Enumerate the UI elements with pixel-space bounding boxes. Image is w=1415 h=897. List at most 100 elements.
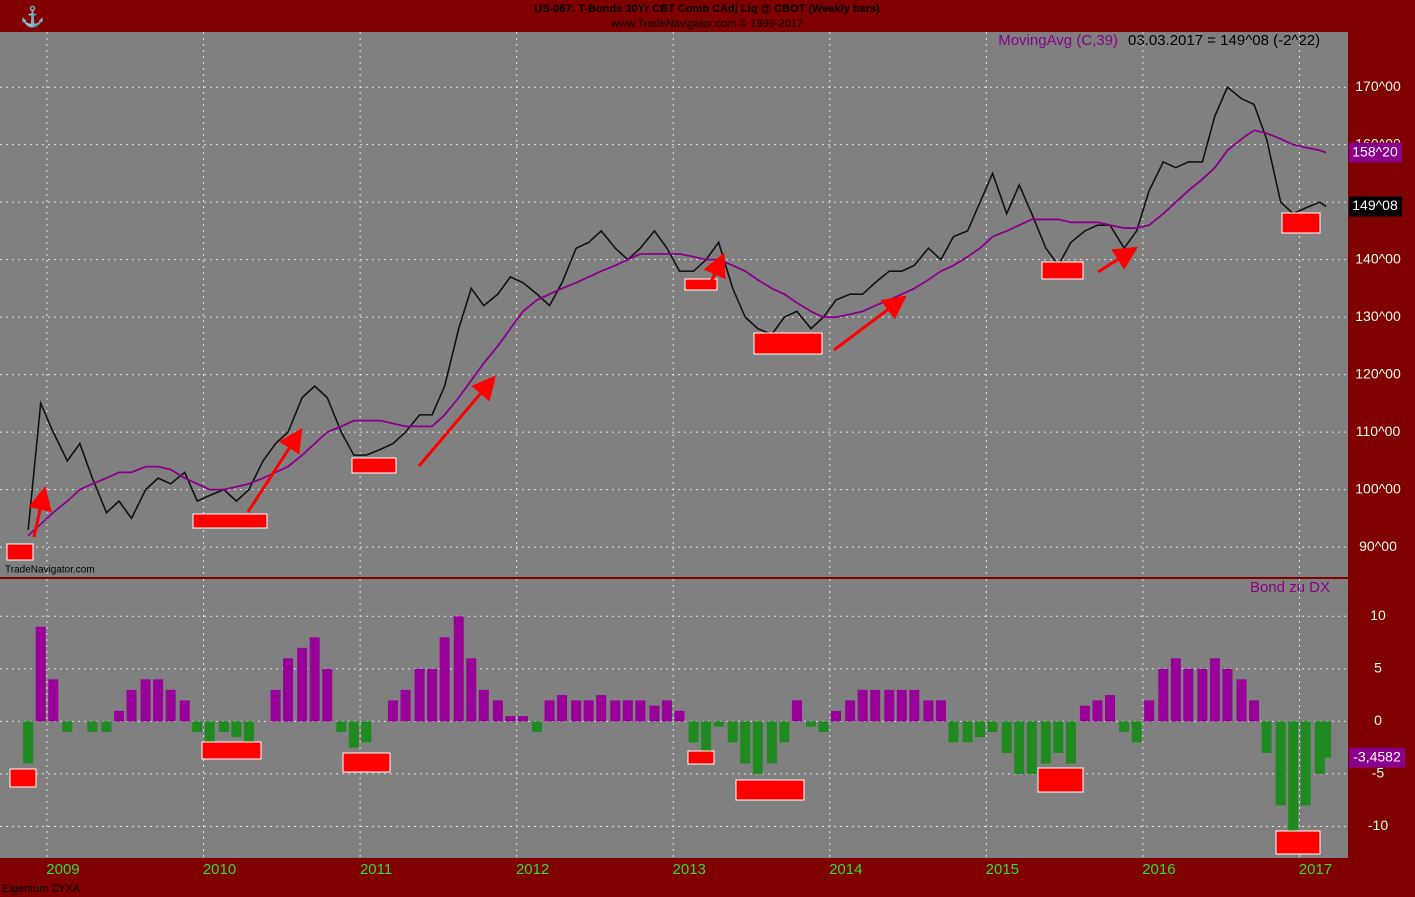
- histogram-bar: [113, 710, 124, 722]
- histogram-bar: [674, 710, 685, 722]
- histogram-bar: [35, 626, 46, 722]
- histogram-bar: [571, 700, 582, 722]
- histogram-bar: [309, 637, 320, 722]
- histogram-bar: [453, 616, 464, 722]
- histogram-bar: [1288, 721, 1299, 837]
- histogram-bar: [1040, 721, 1051, 764]
- histogram-bar: [845, 700, 856, 722]
- histogram-bar: [387, 700, 398, 722]
- histogram-bar: [439, 637, 450, 722]
- histogram-bar: [505, 716, 516, 722]
- y-tick-label: 10: [1370, 607, 1386, 623]
- histogram-bar: [962, 721, 973, 743]
- x-tick-label: 2010: [203, 861, 236, 878]
- histogram-bar: [1158, 668, 1169, 722]
- histogram-bar: [1275, 721, 1286, 806]
- histogram-bar: [1300, 721, 1311, 806]
- histogram-bar: [596, 695, 607, 722]
- histogram-bar: [544, 700, 555, 722]
- x-tick-label: 2017: [1299, 861, 1332, 878]
- histogram-bar: [400, 689, 411, 722]
- value-badge-label: 149^08: [1352, 197, 1398, 213]
- histogram-bar: [779, 721, 790, 743]
- histogram-bar: [478, 689, 489, 722]
- histogram-bar: [649, 705, 660, 722]
- histogram-bar: [243, 721, 254, 743]
- y-tick-label: -10: [1368, 817, 1388, 833]
- y-tick-label: 5: [1374, 660, 1382, 676]
- histogram-bar: [870, 689, 881, 722]
- histogram-bar: [857, 689, 868, 722]
- x-tick-label: 2014: [829, 861, 862, 878]
- histogram-bar: [1001, 721, 1012, 753]
- histogram-bar: [752, 721, 763, 774]
- histogram-bar: [884, 689, 895, 722]
- histogram-bar: [635, 700, 646, 722]
- histogram-bar: [727, 721, 738, 743]
- histogram-bar: [1144, 700, 1155, 722]
- histogram-bar: [948, 721, 959, 743]
- histogram-bar: [1314, 721, 1325, 774]
- histogram-bar: [766, 721, 777, 764]
- histogram-bar: [532, 721, 543, 732]
- y-tick-label: 130^00: [1355, 308, 1401, 324]
- histogram-bar: [361, 721, 372, 743]
- price-line: [27, 85, 1327, 530]
- last-value-text: 03.03.2017 = 149^08 (-2^22): [1128, 32, 1320, 49]
- histogram-bar: [1321, 721, 1332, 758]
- footer: Eigentum ZYXA: [2, 883, 81, 895]
- y-tick-label: 120^00: [1355, 365, 1401, 381]
- histogram-bar: [740, 721, 751, 764]
- x-tick-label: 2016: [1142, 861, 1175, 878]
- histogram-bar: [661, 700, 672, 722]
- histogram-bar: [492, 700, 503, 722]
- histogram-bar: [1183, 668, 1194, 722]
- histogram-bar: [791, 700, 802, 722]
- value-badge: [1349, 196, 1402, 217]
- y-tick-label: 170^00: [1355, 78, 1401, 94]
- y-tick-label: 0: [1374, 712, 1382, 728]
- histogram-bar: [583, 700, 594, 722]
- histogram-bar: [1170, 658, 1181, 722]
- value-badge-label: 158^20: [1352, 143, 1398, 159]
- indicator-pane: [0, 579, 1348, 858]
- histogram-bar: [713, 721, 724, 727]
- histogram-bar: [270, 689, 281, 722]
- histogram-bar: [1249, 700, 1260, 722]
- histogram-bar: [1236, 679, 1247, 722]
- histogram-bar: [87, 721, 98, 732]
- histogram-bar: [322, 668, 333, 722]
- histogram-bar: [1119, 721, 1130, 732]
- y-tick-label: -5: [1372, 765, 1385, 781]
- moving-average-line: [27, 129, 1327, 537]
- histogram-bar: [557, 695, 568, 722]
- indicator-legend: Bond zu DX: [1250, 579, 1330, 596]
- histogram-bar: [923, 700, 934, 722]
- x-tick-label: 2013: [673, 861, 706, 878]
- histogram-bar: [231, 721, 242, 738]
- value-badge: [1349, 747, 1405, 768]
- histogram-bar: [701, 721, 712, 753]
- histogram-bar: [987, 721, 998, 732]
- histogram-bar: [165, 689, 176, 722]
- histogram-bar: [179, 700, 190, 722]
- histogram-bar: [1079, 705, 1090, 722]
- x-tick-label: 2012: [516, 861, 549, 878]
- value-badge-label: -3,4582: [1353, 748, 1401, 764]
- x-tick-label: 2011: [360, 861, 392, 878]
- watermark: TradeNavigator.com: [5, 565, 95, 576]
- legend-entry: MovingAvg (C,39): [998, 32, 1118, 49]
- x-tick-label: 2015: [986, 861, 1019, 878]
- histogram-bar: [153, 679, 164, 722]
- histogram-bar: [218, 721, 229, 732]
- histogram-bar: [427, 668, 438, 722]
- histogram-bar: [517, 716, 528, 722]
- histogram-bar: [48, 679, 59, 722]
- histogram-bar: [1053, 721, 1064, 753]
- y-tick-label: 100^00: [1355, 480, 1401, 496]
- histogram-bar: [297, 647, 308, 722]
- histogram-bar: [1014, 721, 1025, 774]
- histogram-bar: [909, 689, 920, 722]
- histogram-bar: [1261, 721, 1272, 753]
